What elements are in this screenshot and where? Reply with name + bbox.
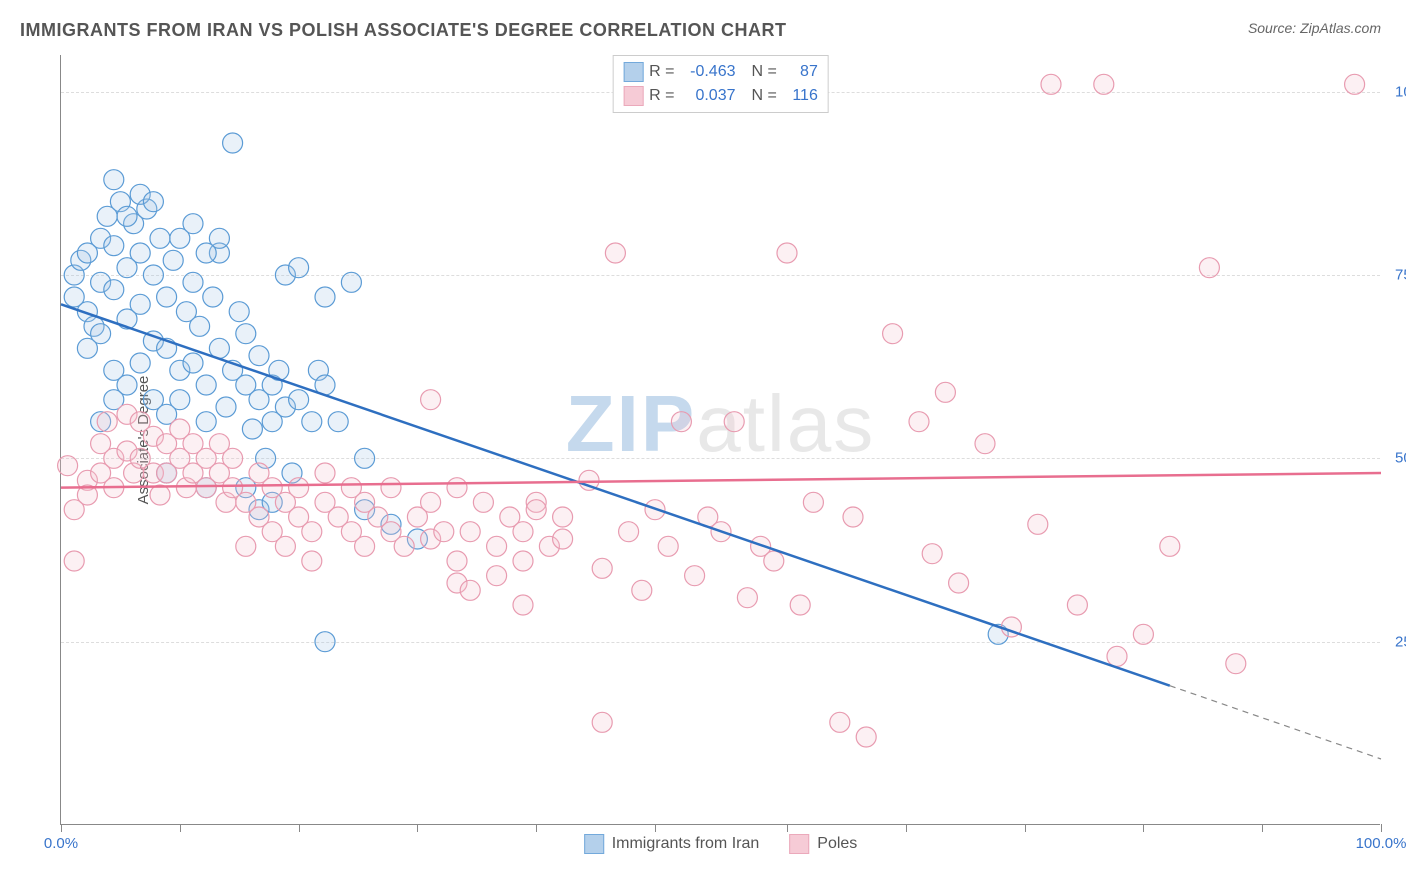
chart-svg [61,55,1380,824]
plot-area: Associate's Degree ZIPatlas R = -0.463 N… [60,55,1380,825]
x-tick [787,824,788,832]
legend-r-value-1: -0.463 [681,60,736,84]
y-tick-label: 25.0% [1385,633,1406,650]
x-tick [61,824,62,832]
x-axis-label-left: 0.0% [44,835,78,852]
correlation-legend: R = -0.463 N = 87 R = 0.037 N = 116 [612,55,829,113]
x-tick [299,824,300,832]
legend-swatch-1 [623,62,643,82]
x-tick [655,824,656,832]
x-tick [417,824,418,832]
bottom-legend-label-1: Immigrants from Iran [612,835,760,853]
bottom-legend-item-1: Immigrants from Iran [584,834,760,854]
x-tick [1381,824,1382,832]
y-tick-label: 100.0% [1385,83,1406,100]
legend-row-1: R = -0.463 N = 87 [623,60,818,84]
legend-swatch-2 [623,86,643,106]
legend-r-value-2: 0.037 [681,84,736,108]
x-tick [180,824,181,832]
legend-n-label-2: N = [752,84,777,108]
chart-title: IMMIGRANTS FROM IRAN VS POLISH ASSOCIATE… [20,20,786,41]
y-tick-label: 50.0% [1385,450,1406,467]
source-attribution: Source: ZipAtlas.com [1248,20,1381,36]
legend-r-label-2: R = [649,84,674,108]
bottom-legend-item-2: Poles [789,834,857,854]
legend-n-value-2: 116 [783,84,818,108]
x-tick [1262,824,1263,832]
x-tick [906,824,907,832]
y-tick-label: 75.0% [1385,267,1406,284]
legend-n-label-1: N = [752,60,777,84]
x-axis-label-right: 100.0% [1356,835,1406,852]
x-tick [1025,824,1026,832]
bottom-legend-swatch-1 [584,834,604,854]
legend-row-2: R = 0.037 N = 116 [623,84,818,108]
bottom-legend-label-2: Poles [817,835,857,853]
bottom-legend: Immigrants from Iran Poles [584,834,858,854]
bottom-legend-swatch-2 [789,834,809,854]
x-tick [1143,824,1144,832]
legend-r-label-1: R = [649,60,674,84]
legend-n-value-1: 87 [783,60,818,84]
x-tick [536,824,537,832]
